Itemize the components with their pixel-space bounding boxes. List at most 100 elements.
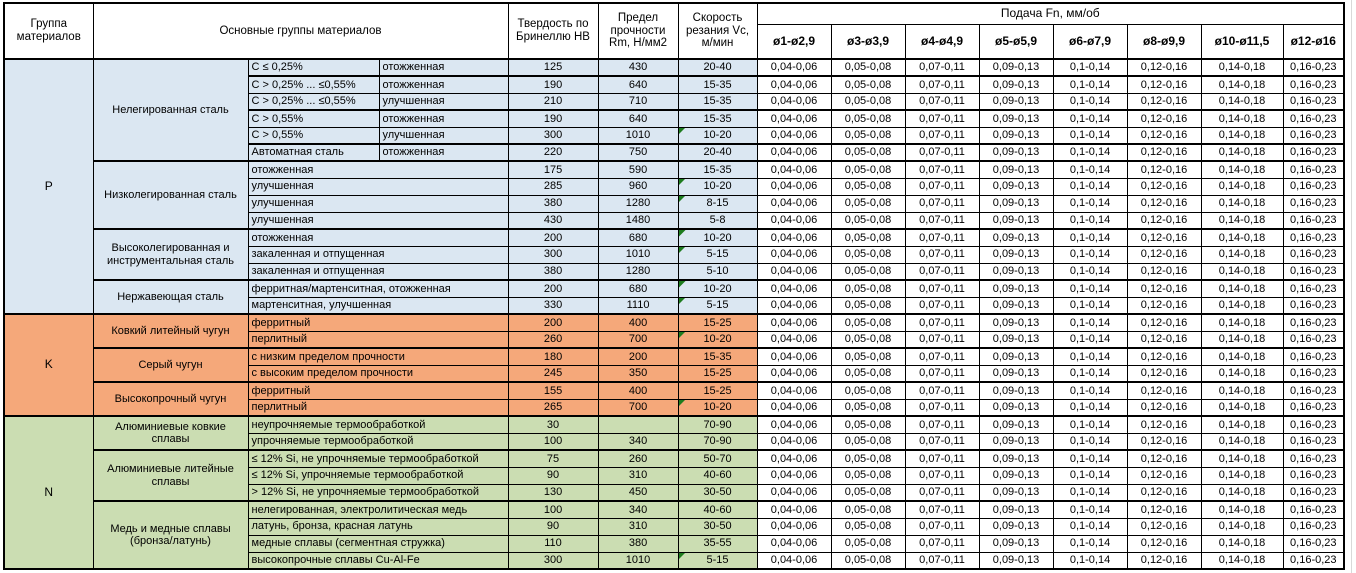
feed-cell[interactable]: 0,05-0,08 <box>830 245 906 264</box>
feed-cell[interactable]: 0,09-0,13 <box>978 75 1054 94</box>
spec-cell[interactable]: нелегированная, электролитическая медь <box>247 500 509 519</box>
feed-cell[interactable]: 0,1-0,14 <box>1052 415 1128 434</box>
feed-cell[interactable]: 0,12-0,16 <box>1126 262 1202 281</box>
feed-cell[interactable]: 0,07-0,11 <box>904 449 980 468</box>
feed-cell[interactable]: 0,16-0,23 <box>1282 296 1345 315</box>
subgroup-cell[interactable]: Алюминиевые ковкие сплавы <box>92 415 249 451</box>
cutting-speed-cell[interactable]: 70-90 <box>677 415 758 434</box>
feed-cell[interactable]: 0,14-0,18 <box>1200 500 1284 519</box>
feed-cell[interactable]: 0,14-0,18 <box>1200 75 1284 94</box>
feed-cell[interactable]: 0,07-0,11 <box>904 466 980 485</box>
feed-cell[interactable]: 0,12-0,16 <box>1126 228 1202 247</box>
feed-cell[interactable]: 0,05-0,08 <box>830 330 906 349</box>
feed-cell[interactable]: 0,12-0,16 <box>1126 245 1202 264</box>
feed-cell[interactable]: 0,12-0,16 <box>1126 398 1202 417</box>
feed-cell[interactable]: 0,07-0,11 <box>904 364 980 383</box>
feed-cell[interactable]: 0,04-0,06 <box>756 296 832 315</box>
feed-cell[interactable]: 0,14-0,18 <box>1200 160 1284 179</box>
subgroup-cell[interactable]: Нержавеющая сталь <box>92 279 249 315</box>
feed-cell[interactable]: 0,07-0,11 <box>904 211 980 230</box>
strength-cell[interactable]: 1110 <box>597 296 679 315</box>
strength-cell[interactable]: 1480 <box>597 211 679 230</box>
feed-cell[interactable]: 0,16-0,23 <box>1282 245 1345 264</box>
feed-cell[interactable]: 0,1-0,14 <box>1052 109 1128 128</box>
hardness-cell[interactable]: 260 <box>507 330 599 349</box>
feed-cell[interactable]: 0,04-0,06 <box>756 364 832 383</box>
feed-cell[interactable]: 0,16-0,23 <box>1282 75 1345 94</box>
feed-cell[interactable]: 0,04-0,06 <box>756 75 832 94</box>
feed-cell[interactable]: 0,1-0,14 <box>1052 551 1128 570</box>
feed-cell[interactable]: 0,07-0,11 <box>904 517 980 536</box>
feed-cell[interactable]: 0,07-0,11 <box>904 262 980 281</box>
feed-cell[interactable]: 0,12-0,16 <box>1126 449 1202 468</box>
feed-cell[interactable]: 0,05-0,08 <box>830 551 906 570</box>
feed-cell[interactable]: 0,14-0,18 <box>1200 398 1284 417</box>
cutting-speed-cell[interactable]: 10-20 <box>677 228 758 247</box>
strength-cell[interactable]: 640 <box>597 75 679 94</box>
feed-cell[interactable]: 0,16-0,23 <box>1282 398 1345 417</box>
feed-cell[interactable]: 0,16-0,23 <box>1282 58 1345 77</box>
header-diameter-range[interactable]: ø6-ø7,9 <box>1052 23 1128 60</box>
strength-cell[interactable]: 700 <box>597 398 679 417</box>
feed-cell[interactable]: 0,07-0,11 <box>904 75 980 94</box>
subgroup-cell[interactable]: Низколегированная сталь <box>92 160 249 230</box>
feed-cell[interactable]: 0,1-0,14 <box>1052 245 1128 264</box>
subgroup-cell[interactable]: Серый чугун <box>92 347 249 383</box>
strength-cell[interactable]: 350 <box>597 364 679 383</box>
feed-cell[interactable]: 0,07-0,11 <box>904 194 980 213</box>
feed-cell[interactable]: 0,09-0,13 <box>978 398 1054 417</box>
feed-cell[interactable]: 0,09-0,13 <box>978 126 1054 145</box>
feed-cell[interactable]: 0,07-0,11 <box>904 58 980 77</box>
feed-cell[interactable]: 0,14-0,18 <box>1200 381 1284 400</box>
feed-cell[interactable]: 0,16-0,23 <box>1282 279 1345 298</box>
feed-cell[interactable]: 0,14-0,18 <box>1200 483 1284 502</box>
hardness-cell[interactable]: 75 <box>507 449 599 468</box>
hardness-cell[interactable]: 330 <box>507 296 599 315</box>
feed-cell[interactable]: 0,14-0,18 <box>1200 194 1284 213</box>
header-material-group[interactable]: Группа материалов <box>3 2 94 60</box>
feed-cell[interactable]: 0,07-0,11 <box>904 551 980 570</box>
cutting-speed-cell[interactable]: 35-55 <box>677 534 758 553</box>
feed-cell[interactable]: 0,14-0,18 <box>1200 177 1284 196</box>
hardness-cell[interactable]: 175 <box>507 160 599 179</box>
feed-cell[interactable]: 0,07-0,11 <box>904 160 980 179</box>
cutting-speed-cell[interactable]: 15-35 <box>677 160 758 179</box>
cutting-speed-cell[interactable]: 40-60 <box>677 500 758 519</box>
strength-cell[interactable]: 590 <box>597 160 679 179</box>
feed-cell[interactable]: 0,05-0,08 <box>830 466 906 485</box>
strength-cell[interactable]: 1010 <box>597 126 679 145</box>
spec-cell[interactable]: отожженная <box>378 58 509 77</box>
feed-cell[interactable]: 0,09-0,13 <box>978 415 1054 434</box>
feed-cell[interactable]: 0,05-0,08 <box>830 381 906 400</box>
strength-cell[interactable]: 340 <box>597 500 679 519</box>
hardness-cell[interactable]: 110 <box>507 534 599 553</box>
cutting-speed-cell[interactable]: 5-10 <box>677 262 758 281</box>
feed-cell[interactable]: 0,1-0,14 <box>1052 92 1128 111</box>
feed-cell[interactable]: 0,1-0,14 <box>1052 160 1128 179</box>
feed-cell[interactable]: 0,07-0,11 <box>904 381 980 400</box>
feed-cell[interactable]: 0,05-0,08 <box>830 262 906 281</box>
feed-cell[interactable]: 0,07-0,11 <box>904 109 980 128</box>
feed-cell[interactable]: 0,09-0,13 <box>978 534 1054 553</box>
feed-cell[interactable]: 0,04-0,06 <box>756 500 832 519</box>
spec-cell[interactable]: ферритный <box>247 381 509 400</box>
feed-cell[interactable]: 0,14-0,18 <box>1200 228 1284 247</box>
feed-cell[interactable]: 0,14-0,18 <box>1200 58 1284 77</box>
feed-cell[interactable]: 0,12-0,16 <box>1126 126 1202 145</box>
feed-cell[interactable]: 0,09-0,13 <box>978 347 1054 366</box>
hardness-cell[interactable]: 300 <box>507 245 599 264</box>
feed-cell[interactable]: 0,04-0,06 <box>756 228 832 247</box>
feed-cell[interactable]: 0,16-0,23 <box>1282 551 1345 570</box>
spec-cell[interactable]: улучшенная <box>247 194 509 213</box>
feed-cell[interactable]: 0,09-0,13 <box>978 262 1054 281</box>
hardness-cell[interactable]: 90 <box>507 517 599 536</box>
feed-cell[interactable]: 0,04-0,06 <box>756 109 832 128</box>
hardness-cell[interactable]: 125 <box>507 58 599 77</box>
feed-cell[interactable]: 0,09-0,13 <box>978 313 1054 332</box>
feed-cell[interactable]: 0,14-0,18 <box>1200 330 1284 349</box>
feed-cell[interactable]: 0,14-0,18 <box>1200 313 1284 332</box>
feed-cell[interactable]: 0,09-0,13 <box>978 466 1054 485</box>
feed-cell[interactable]: 0,05-0,08 <box>830 126 906 145</box>
hardness-cell[interactable]: 380 <box>507 262 599 281</box>
feed-cell[interactable]: 0,14-0,18 <box>1200 245 1284 264</box>
